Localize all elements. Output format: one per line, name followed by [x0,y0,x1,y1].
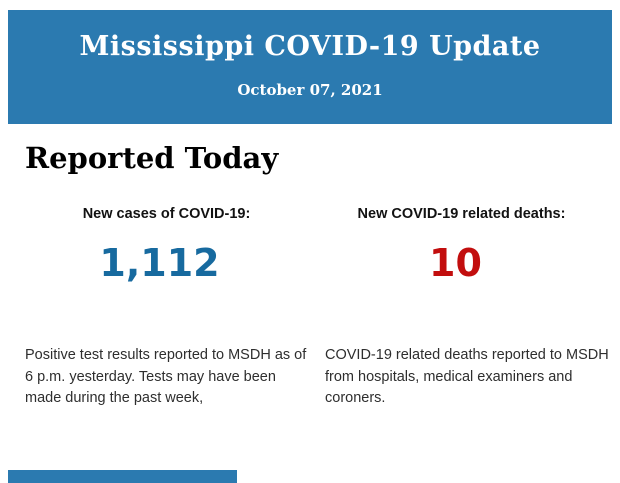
new-deaths-value: 10 [429,241,482,285]
new-cases-description: Positive test results reported to MSDH a… [25,347,307,406]
new-cases-value: 1,112 [99,241,220,285]
page-title: Mississippi COVID-19 Update [79,31,541,62]
new-deaths-description: COVID-19 related deaths reported to MSDH… [325,347,609,406]
email-header-banner: Mississippi COVID-19 Update October 07, … [8,10,612,124]
new-deaths-label: New COVID-19 related deaths: [357,206,566,222]
header-date: October 07, 2021 [237,81,383,99]
new-cases-label: New cases of COVID-19: [82,206,251,222]
section-title: Reported Today [25,141,279,175]
next-section-partial-bar [8,470,237,483]
